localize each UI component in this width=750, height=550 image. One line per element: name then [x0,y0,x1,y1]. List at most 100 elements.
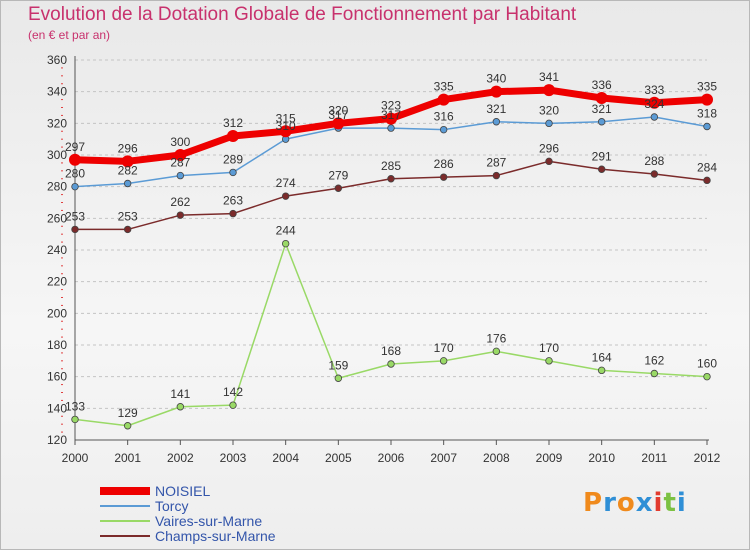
data-point [334,374,343,382]
y-minor-tick [61,209,63,211]
logo-letter: o [616,488,636,518]
data-point [176,171,185,180]
data-label: 129 [118,406,138,420]
data-point [492,171,501,180]
data-label: 315 [276,111,296,125]
y-minor-tick [61,352,63,354]
y-tick-label: 260 [47,211,67,225]
y-tick-label: 340 [47,85,67,99]
y-minor-tick [61,328,63,330]
data-point [387,124,395,132]
data-label: 317 [328,108,348,122]
data-point [701,93,713,106]
y-minor-tick [61,130,63,132]
y-minor-tick [61,202,63,203]
y-tick-label: 200 [47,306,67,320]
y-minor-tick [61,431,63,433]
y-minor-tick [61,75,63,77]
chart-title: Evolution de la Dotation Globale de Fonc… [28,4,577,25]
data-label: 296 [539,141,559,155]
y-minor-tick [61,297,63,298]
data-label: 159 [328,358,348,372]
x-tick-label: 2004 [272,451,299,465]
data-label: 312 [223,116,243,130]
data-label: 282 [118,164,138,178]
legend: NOISIEL Torcy Vaires-sur-Marne Champs-sur-M… [100,484,400,544]
data-point [439,125,448,134]
data-label-layer: 297 296 300 312 315 320 323 335 340 341 336 333 335 2… [65,70,717,420]
y-tick-label: 220 [47,275,67,289]
y-tick-label: 240 [47,243,67,257]
y-minor-tick [61,178,63,180]
data-label: 333 [644,83,664,97]
data-point [703,176,711,185]
data-label: 296 [118,141,138,155]
y-tick-label: 180 [47,338,67,352]
data-label: 284 [697,160,717,174]
data-label: 310 [276,119,296,133]
logo-letter: P [583,488,604,518]
y-tick-label: 300 [47,148,67,162]
y-minor-tick [61,392,63,393]
y-minor-tick [61,194,63,196]
data-point [703,372,711,381]
y-minor-tick [61,225,63,227]
data-label: 288 [644,154,664,168]
data-point [123,225,132,234]
data-point [439,173,448,181]
y-minor-tick [61,99,63,101]
y-tick-label: 360 [47,53,67,67]
data-label: 170 [434,341,454,355]
data-point [545,157,553,166]
y-tick-label: 140 [47,401,67,415]
data-label: 133 [65,399,85,413]
data-point [597,118,606,126]
data-label: 287 [170,156,190,170]
data-point [650,369,659,378]
data-point [650,113,659,121]
x-tick-label: 2006 [378,451,405,465]
y-minor-tick [61,368,63,370]
logo-letter: t [663,488,677,518]
y-minor-tick [61,146,63,148]
data-point [71,415,79,424]
data-point [543,84,555,97]
proxiti-logo: Proxiti [583,488,687,518]
data-point [71,182,79,191]
data-label: 286 [434,157,454,171]
y-minor-tick [61,162,63,164]
y-minor-tick [61,320,63,322]
y-minor-tick [61,304,63,306]
data-point [71,225,79,234]
logo-letter: x [635,488,654,518]
data-label: 141 [170,387,190,401]
legend-item: Vaires-sur-Marne [100,514,400,529]
data-point [650,170,659,178]
data-label: 142 [223,385,243,399]
legend-label: NOISIEL [155,483,211,499]
data-point [703,122,711,131]
data-label: 321 [592,102,612,116]
data-point [385,112,397,125]
chart-subtitle: (en € et par an) [28,28,111,42]
data-label: 162 [644,354,664,368]
legend-swatch [100,520,150,522]
legend-label: Champs-sur-Marne [155,528,276,544]
y-minor-tick [61,399,63,401]
data-point [332,117,345,130]
data-label: 164 [592,350,612,364]
y-tick-label: 160 [47,370,67,384]
data-point [334,184,343,192]
data-label: 320 [328,103,348,117]
data-point [229,209,237,218]
y-minor-tick [61,360,63,362]
y-tick-label: 120 [47,433,67,447]
y-minor-tick [61,170,63,172]
legend-item: Torcy [100,499,400,514]
y-minor-tick [61,107,63,108]
data-label: 321 [486,102,506,116]
data-point [123,179,132,188]
data-label: 297 [65,140,85,154]
data-label: 335 [434,80,454,94]
data-label: 253 [65,209,85,223]
